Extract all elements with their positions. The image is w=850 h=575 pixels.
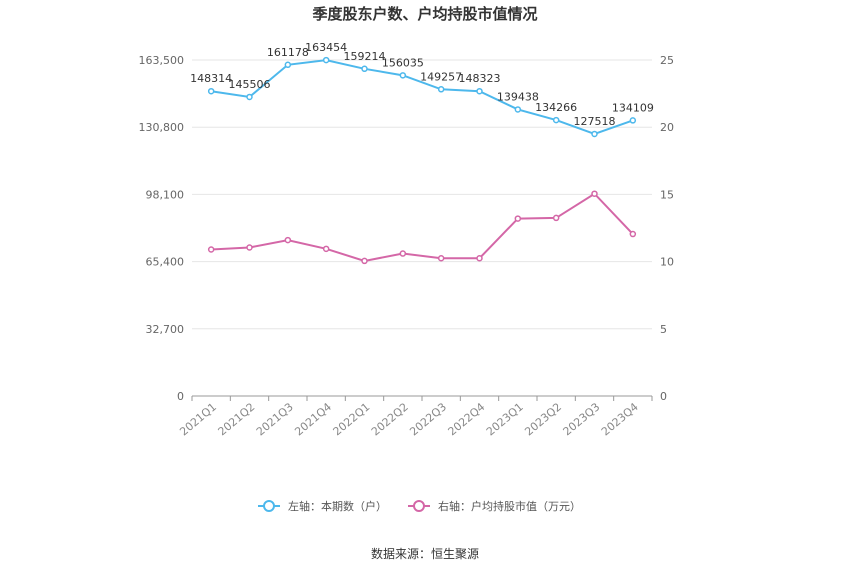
data-label: 134266: [535, 101, 577, 114]
x-tick-label: 2021Q3: [254, 400, 296, 438]
data-point: [476, 254, 483, 262]
data-point: [284, 61, 292, 69]
series-line-1: [211, 59, 634, 136]
x-axis: 2021Q12021Q22021Q32021Q42022Q12022Q22022…: [177, 395, 653, 438]
data-point: [361, 65, 368, 73]
data-point: [399, 250, 407, 257]
left-tick-label: 32,700: [146, 323, 185, 336]
legend-swatch-marker: [263, 500, 275, 512]
series-line-2: [211, 192, 634, 262]
legend-swatch-marker: [413, 500, 425, 512]
data-point: [514, 215, 522, 222]
legend-label: 左轴：本期数（户）: [288, 499, 387, 513]
data-point: [629, 117, 637, 124]
data-point: [284, 236, 292, 244]
data-point: [437, 86, 445, 93]
legend-label: 右轴：户均持股市值（万元）: [438, 499, 581, 513]
data-point: [399, 72, 407, 79]
data-label: 139438: [497, 90, 539, 103]
data-point: [246, 93, 253, 101]
data-point: [207, 87, 215, 95]
left-tick-label: 65,400: [146, 256, 185, 269]
chart-title: 季度股东户数、户均持股市值情况: [312, 5, 537, 23]
data-label: 159214: [344, 50, 386, 63]
data-point: [514, 106, 522, 113]
grid-lines: [192, 59, 652, 330]
data-source: 数据来源：恒生聚源: [371, 546, 479, 561]
data-point: [591, 130, 598, 138]
data-point: [322, 245, 330, 253]
data-point: [246, 244, 253, 251]
left-tick-label: 98,100: [146, 188, 185, 201]
data-label: 148323: [459, 72, 501, 85]
x-tick-label: 2023Q2: [522, 400, 564, 438]
data-point: [629, 230, 637, 238]
data-label: 127518: [574, 115, 616, 128]
data-label: 163454: [305, 41, 347, 54]
data-point: [207, 246, 215, 253]
data-label: 148314: [190, 72, 232, 85]
data-point: [591, 190, 598, 197]
right-tick-label: 25: [660, 54, 674, 67]
data-point: [552, 116, 560, 124]
right-tick-label: 15: [660, 188, 674, 201]
x-tick-label: 2022Q1: [331, 400, 373, 438]
x-tick-label: 2021Q4: [292, 400, 334, 438]
x-tick-label: 2022Q3: [407, 400, 449, 438]
right-tick-label: 10: [660, 256, 674, 269]
left-tick-label: 0: [177, 390, 184, 403]
data-point: [552, 214, 560, 222]
left-axis: 0 32,700 65,400 98,100 130,800 163,500: [139, 54, 185, 403]
data-point: [476, 87, 483, 95]
data-label: 161178: [267, 46, 309, 59]
left-tick-label: 130,800: [139, 121, 185, 134]
right-tick-label: 20: [660, 121, 674, 134]
data-point: [437, 254, 445, 262]
x-tick-label: 2023Q3: [561, 400, 603, 438]
x-tick-label: 2021Q2: [216, 400, 258, 438]
right-axis: 0 5 10 15 20 25: [660, 54, 674, 403]
right-tick-label: 0: [660, 390, 667, 403]
data-label: 134109: [612, 101, 654, 114]
data-label: 156035: [382, 56, 424, 69]
left-tick-label: 163,500: [139, 54, 185, 67]
x-tick-label: 2022Q2: [369, 400, 411, 438]
data-point: [361, 257, 368, 265]
data-label: 149257: [420, 70, 462, 83]
right-tick-label: 5: [660, 323, 667, 336]
x-tick-label: 2023Q4: [599, 400, 641, 438]
x-tick-label: 2023Q1: [484, 400, 526, 438]
x-tick-label: 2021Q1: [177, 400, 219, 438]
x-tick-label: 2022Q4: [446, 400, 488, 438]
data-label: 145506: [229, 78, 271, 91]
data-point: [322, 56, 330, 64]
legend[interactable]: 左轴：本期数（户） 右轴：户均持股市值（万元）: [258, 499, 581, 513]
